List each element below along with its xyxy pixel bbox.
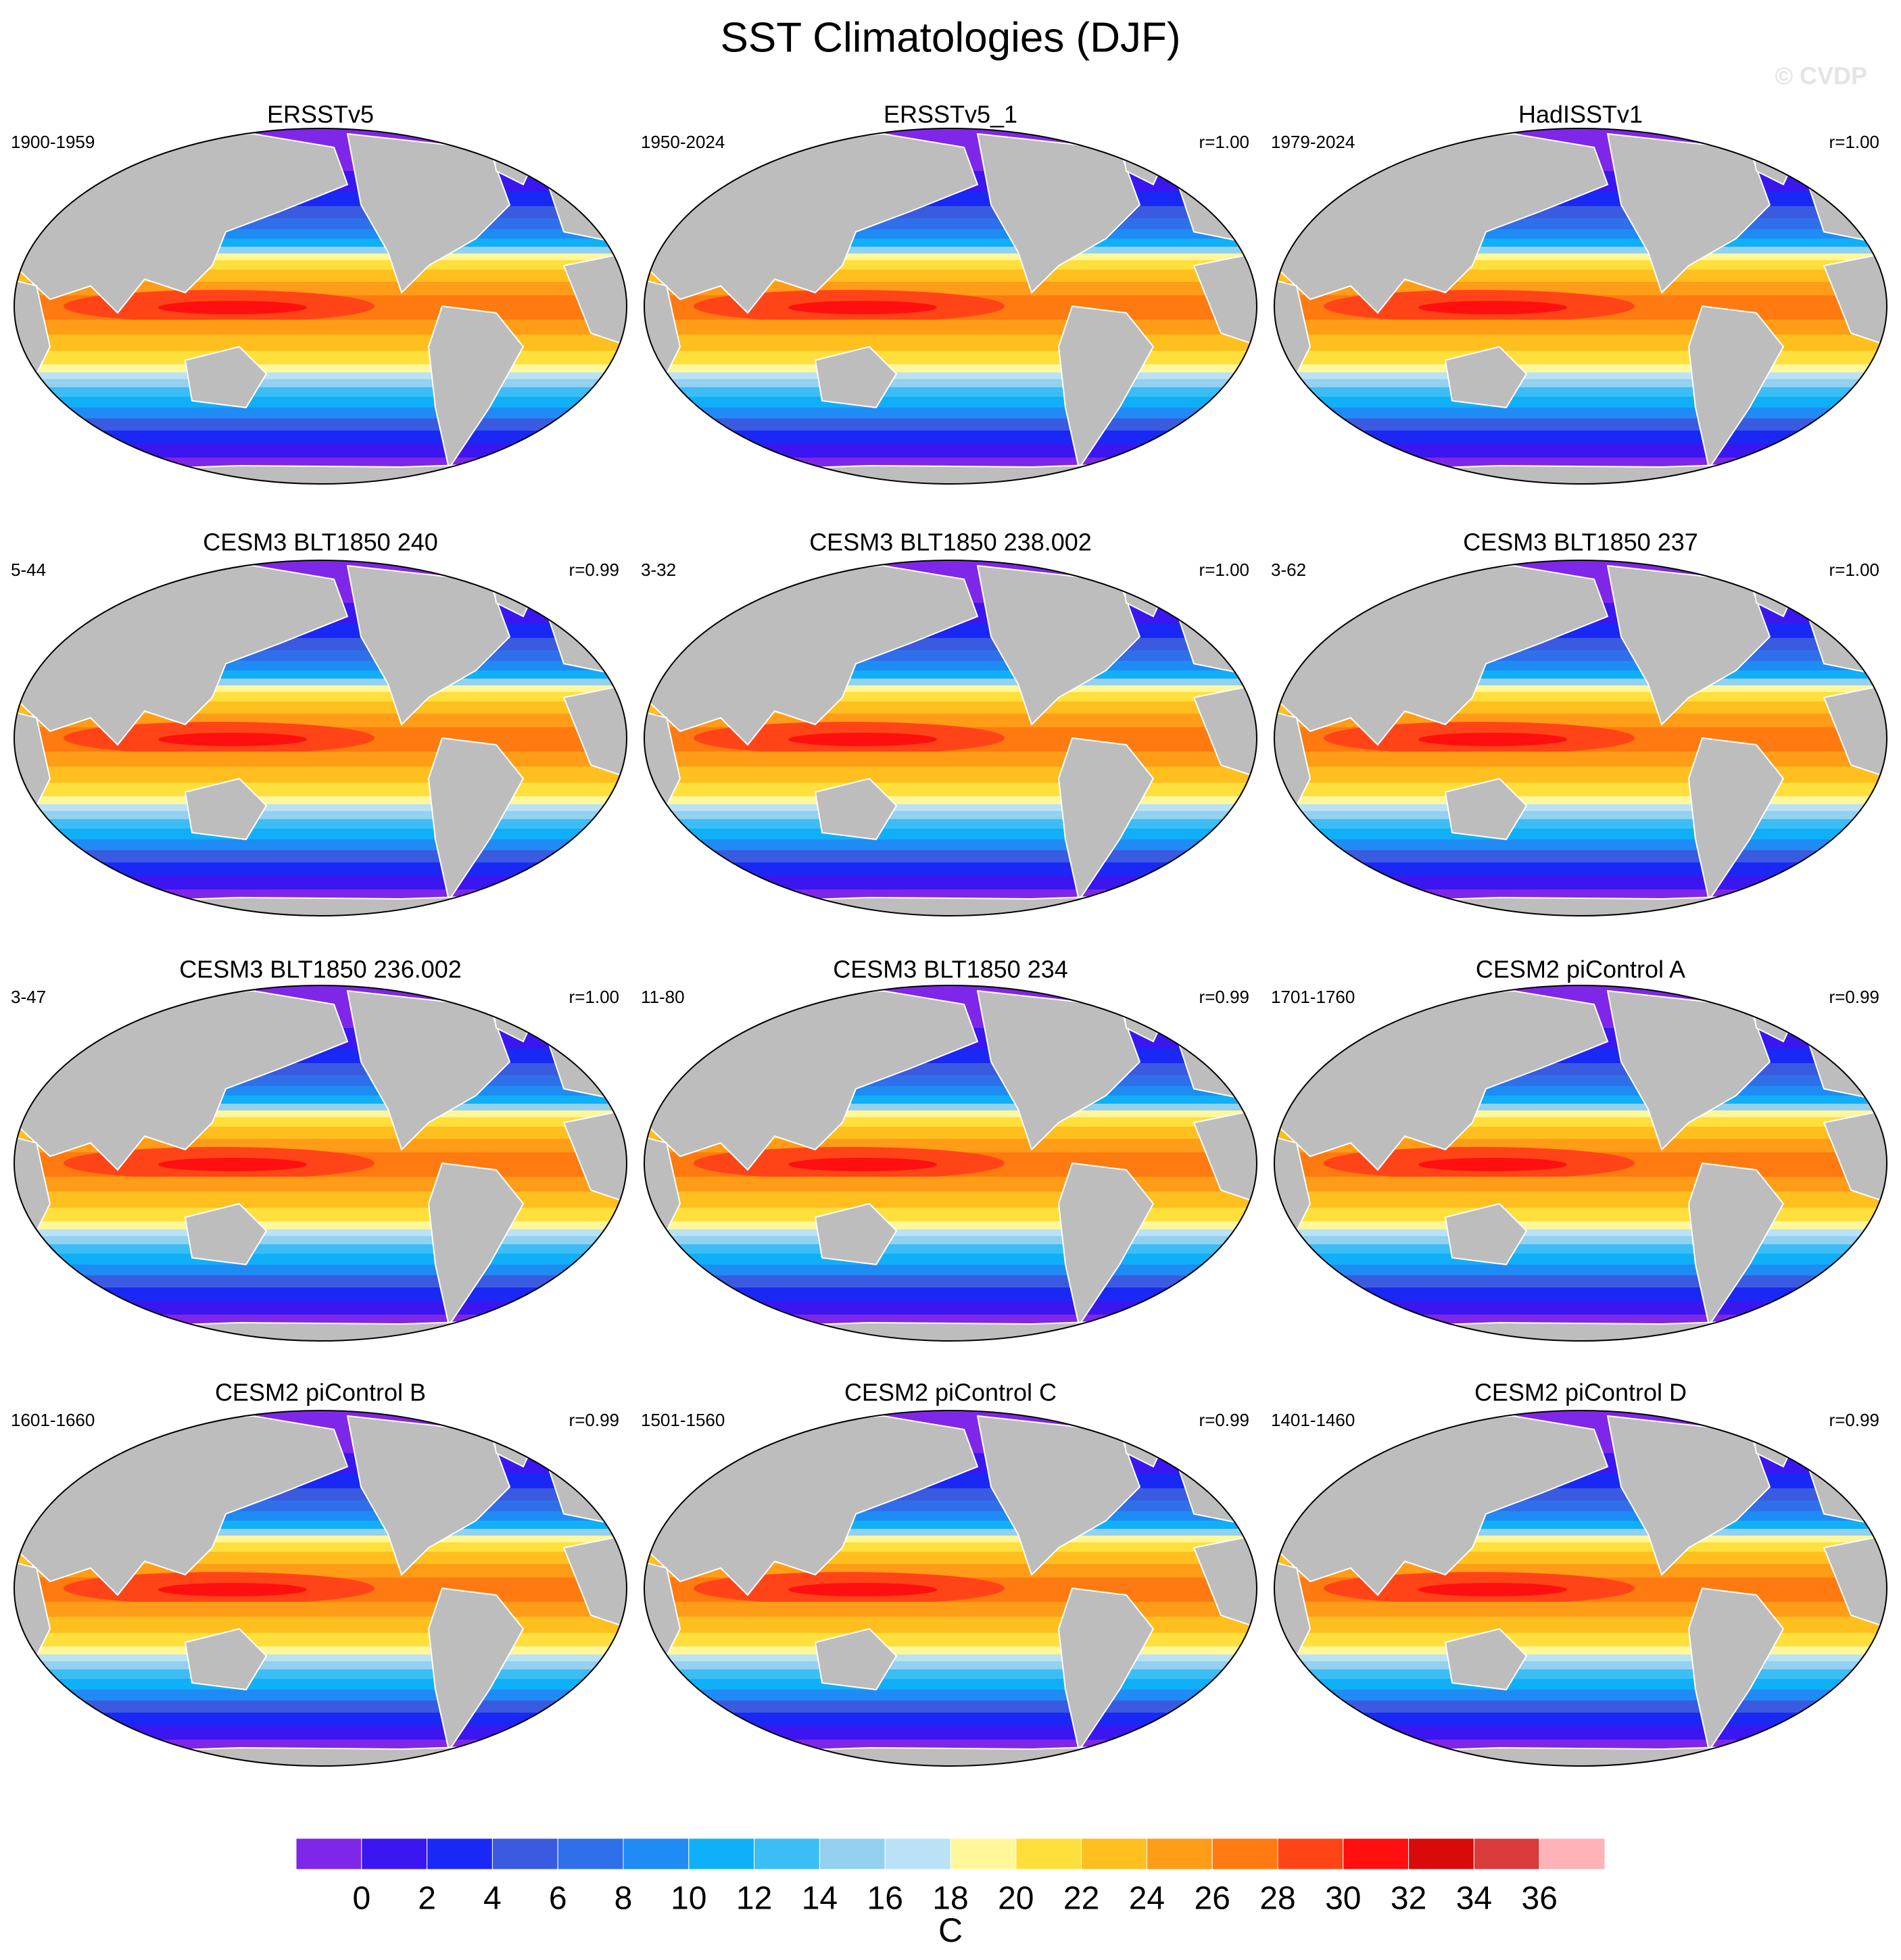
colorbar-box bbox=[427, 1838, 493, 1870]
panel-title: CESM2 piControl D bbox=[1474, 1379, 1687, 1406]
colorbar-label: 8 bbox=[615, 1881, 633, 1917]
panel-correlation: r=0.99 bbox=[1829, 987, 1879, 1007]
colorbar-label: 22 bbox=[1063, 1881, 1099, 1917]
panel-period: 1701-1760 bbox=[1271, 987, 1355, 1007]
colorbar-box bbox=[688, 1838, 755, 1870]
sst-map bbox=[640, 124, 1261, 489]
panel-title: CESM2 piControl C bbox=[844, 1379, 1057, 1406]
panel-period: 3-47 bbox=[11, 987, 46, 1007]
sst-map bbox=[640, 981, 1261, 1346]
colorbar-box bbox=[1408, 1838, 1474, 1870]
colorbar-label: 12 bbox=[736, 1881, 772, 1917]
colorbar-label: 18 bbox=[932, 1881, 968, 1917]
sst-map bbox=[640, 556, 1261, 921]
colorbar-box bbox=[1211, 1838, 1278, 1870]
panel-title: ERSSTv5_1 bbox=[884, 101, 1017, 128]
colorbar-box bbox=[1343, 1838, 1410, 1870]
colorbar-unit: C bbox=[938, 1911, 963, 1949]
panel-title: CESM2 piControl B bbox=[215, 1379, 426, 1406]
panel-title: CESM2 piControl A bbox=[1476, 956, 1685, 983]
panel-title: CESM3 BLT1850 238.002 bbox=[809, 529, 1092, 556]
colorbar-box bbox=[361, 1838, 428, 1870]
colorbar-label: 6 bbox=[549, 1881, 567, 1917]
colorbar-label: 20 bbox=[998, 1881, 1034, 1917]
panel-correlation: r=0.99 bbox=[1829, 1410, 1879, 1430]
panel-period: 3-62 bbox=[1271, 560, 1306, 580]
colorbar-label: 26 bbox=[1195, 1881, 1230, 1917]
panel-correlation: r=0.99 bbox=[1199, 987, 1249, 1007]
colorbar-box bbox=[1081, 1838, 1147, 1870]
sst-map bbox=[9, 1406, 631, 1771]
panel-correlation: r=1.00 bbox=[569, 987, 619, 1007]
panel-title: CESM3 BLT1850 234 bbox=[833, 956, 1068, 983]
colorbar-box bbox=[950, 1838, 1017, 1870]
colorbar-box bbox=[1539, 1838, 1606, 1870]
colorbar-label: 16 bbox=[867, 1881, 903, 1917]
panel-period: 11-80 bbox=[641, 987, 685, 1007]
colorbar-box bbox=[1015, 1838, 1082, 1870]
sst-map bbox=[1270, 556, 1892, 921]
watermark: © CVDP bbox=[1775, 62, 1867, 90]
panel-period: 3-32 bbox=[641, 560, 676, 580]
panel-period: 1401-1460 bbox=[1271, 1410, 1355, 1430]
panel-period: 1601-1660 bbox=[11, 1410, 95, 1430]
panel-period: 1979-2024 bbox=[1271, 132, 1355, 152]
panel-correlation: r=1.00 bbox=[1829, 132, 1879, 152]
colorbar-label: 4 bbox=[483, 1881, 502, 1917]
colorbar-label: 14 bbox=[802, 1881, 838, 1917]
panel-correlation: r=0.99 bbox=[569, 1410, 619, 1430]
colorbar-label: 2 bbox=[418, 1881, 436, 1917]
colorbar-box bbox=[1146, 1838, 1213, 1870]
sst-map bbox=[9, 981, 631, 1346]
panel-correlation: r=1.00 bbox=[1829, 560, 1879, 580]
colorbar-label: 10 bbox=[671, 1881, 706, 1917]
panel-period: 1501-1560 bbox=[641, 1410, 725, 1430]
sst-map bbox=[1270, 1406, 1892, 1771]
figure-title: SST Climatologies (DJF) bbox=[720, 14, 1180, 61]
panel-period: 1950-2024 bbox=[641, 132, 725, 152]
colorbar-box bbox=[754, 1838, 820, 1870]
colorbar-label: 36 bbox=[1522, 1881, 1558, 1917]
colorbar-box bbox=[1473, 1838, 1540, 1870]
sst-map bbox=[9, 556, 631, 921]
colorbar-label: 24 bbox=[1129, 1881, 1165, 1917]
colorbar-box bbox=[1277, 1838, 1344, 1870]
panel-title: CESM3 BLT1850 236.002 bbox=[179, 956, 462, 983]
panel-correlation: r=1.00 bbox=[1199, 132, 1249, 152]
panel-period: 1900-1959 bbox=[11, 132, 95, 152]
panel-title: CESM3 BLT1850 237 bbox=[1463, 529, 1698, 556]
panel-correlation: r=0.99 bbox=[1199, 1410, 1249, 1430]
colorbar-box bbox=[295, 1838, 362, 1870]
colorbar-label: 0 bbox=[352, 1881, 370, 1917]
colorbar-label: 28 bbox=[1259, 1881, 1295, 1917]
panel-period: 5-44 bbox=[11, 560, 46, 580]
colorbar-box bbox=[819, 1838, 886, 1870]
sst-map bbox=[1270, 981, 1892, 1346]
sst-map bbox=[9, 124, 631, 489]
sst-map bbox=[1270, 124, 1892, 489]
panel-correlation: r=0.99 bbox=[569, 560, 619, 580]
panel-title: ERSSTv5 bbox=[267, 101, 374, 128]
colorbar-label: 30 bbox=[1325, 1881, 1361, 1917]
colorbar-box bbox=[623, 1838, 690, 1870]
colorbar-box bbox=[557, 1838, 624, 1870]
colorbar-label: 32 bbox=[1391, 1881, 1426, 1917]
panel-title: CESM3 BLT1850 240 bbox=[203, 529, 438, 556]
sst-map bbox=[640, 1406, 1261, 1771]
panel-title: HadISSTv1 bbox=[1518, 101, 1643, 128]
colorbar-box bbox=[884, 1838, 951, 1870]
colorbar-label: 34 bbox=[1456, 1881, 1492, 1917]
panel-correlation: r=1.00 bbox=[1199, 560, 1249, 580]
colorbar-box bbox=[491, 1838, 558, 1870]
